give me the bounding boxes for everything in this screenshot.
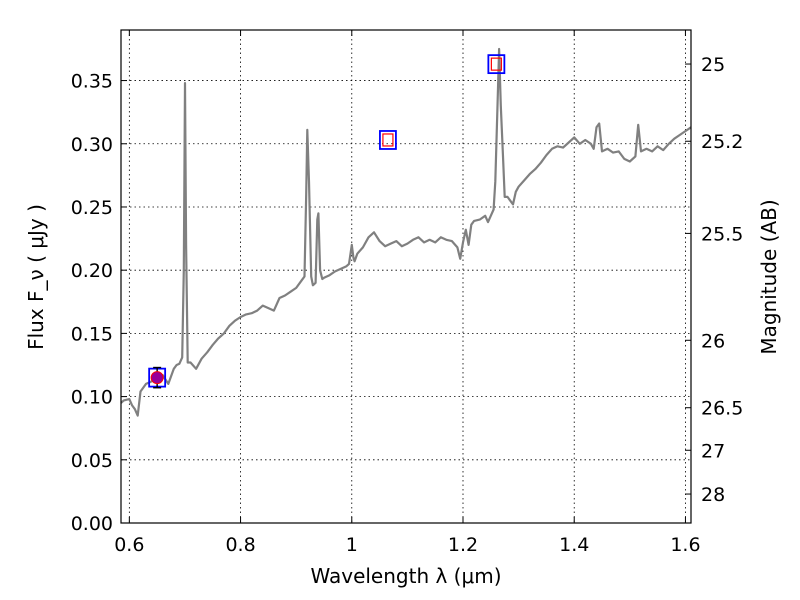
magnitude-tick-label: 25.5 bbox=[701, 223, 743, 245]
magnitude-tick-label: 25.2 bbox=[701, 131, 743, 153]
x-axis-label: Wavelength λ (μm) bbox=[310, 564, 501, 588]
magnitude-tick-label: 26.5 bbox=[701, 398, 743, 420]
y-tick-label: 0.20 bbox=[71, 260, 113, 282]
y-axis-label: Flux F_ν ( μJy ) bbox=[24, 204, 48, 350]
x-tick-label: 0.8 bbox=[225, 534, 255, 556]
y-tick-label: 0.05 bbox=[71, 450, 113, 472]
red-photometry-marker bbox=[490, 57, 502, 71]
magnitude-axis-label: Magnitude (AB) bbox=[757, 199, 781, 354]
axis-ticks: 0.6 0.8 1 1.2 1.4 1.6 0.00 0.05 0.10 0.15 0.20 0.25… bbox=[71, 30, 743, 556]
x-tick-label: 0.6 bbox=[114, 534, 144, 556]
model-photometry-marker bbox=[379, 130, 397, 150]
red-photometry-marker bbox=[382, 133, 394, 147]
magnitude-tick-label: 25 bbox=[701, 54, 725, 76]
y-tick-label: 0.30 bbox=[71, 134, 113, 156]
magnitude-tick-label: 27 bbox=[701, 440, 725, 462]
magnitude-tick-label: 28 bbox=[701, 484, 725, 506]
x-tick-label: 1.4 bbox=[559, 534, 589, 556]
y-tick-label: 0.10 bbox=[71, 387, 113, 409]
photometry-markers bbox=[148, 54, 506, 389]
plot-frame bbox=[120, 29, 692, 524]
x-tick-label: 1.6 bbox=[670, 534, 700, 556]
model-photometry-marker bbox=[487, 54, 506, 75]
y-tick-label: 0.35 bbox=[71, 71, 113, 93]
observed-photometry-point bbox=[150, 371, 164, 385]
magnitude-tick-label: 26 bbox=[701, 330, 725, 352]
spectrum-line bbox=[120, 47, 692, 417]
x-tick-label: 1.2 bbox=[448, 534, 478, 556]
y-tick-label: 0.00 bbox=[71, 513, 113, 535]
y-tick-label: 0.15 bbox=[71, 323, 113, 345]
x-tick-label: 1 bbox=[346, 534, 358, 556]
y-tick-label: 0.25 bbox=[71, 197, 113, 219]
spectrum-series bbox=[120, 47, 692, 417]
